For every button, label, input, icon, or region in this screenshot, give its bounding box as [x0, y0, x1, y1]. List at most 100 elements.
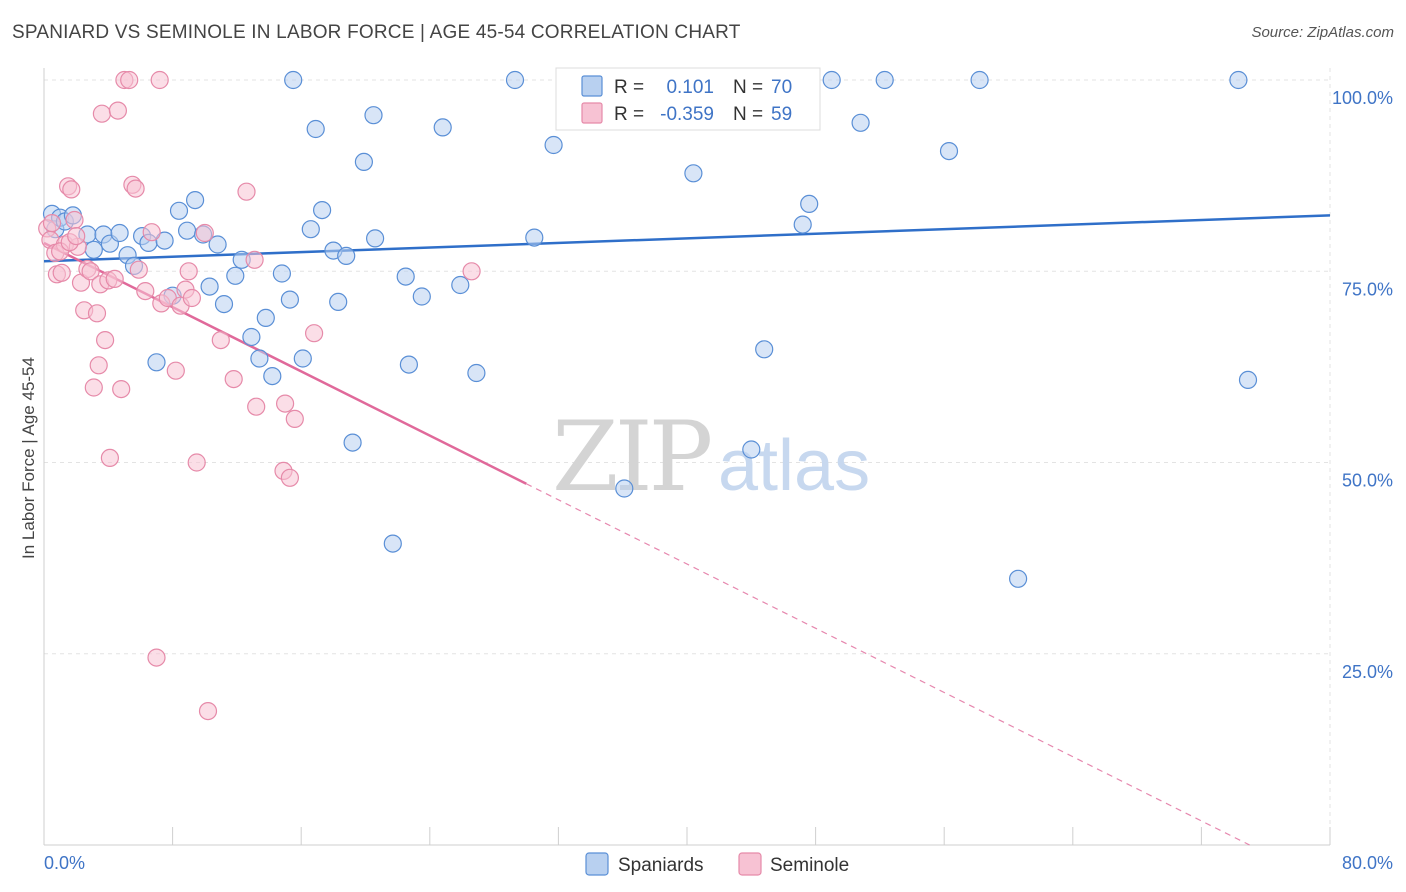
spaniards-point-15: [155, 231, 174, 250]
legend-n-label-1: N =: [733, 77, 763, 98]
legend-r-label-2: R =: [614, 104, 644, 125]
axes: [43, 68, 1331, 846]
seminole-point-40: [182, 288, 201, 308]
seminole-point-50: [276, 394, 295, 413]
seminole-point-28: [126, 179, 145, 198]
seminole-point-46: [237, 182, 256, 201]
seminole-point-21: [100, 448, 120, 467]
seminole-point-45: [224, 370, 243, 389]
legend-r-label-1: R =: [614, 77, 644, 98]
spaniards-point-14: [147, 353, 166, 372]
legend-r-value-2: -0.359: [660, 104, 714, 125]
y-tick-label-0: 25.0%: [1342, 662, 1393, 682]
spaniards-point-33: [293, 349, 312, 368]
series-legend: Spaniards Seminole: [585, 852, 849, 876]
legend-n-value-2: 59: [771, 104, 792, 125]
seminole-point-32: [147, 648, 166, 667]
seminole-point-58: [67, 227, 86, 246]
y-tick-label-2: 75.0%: [1342, 279, 1393, 299]
seminole-point-47: [245, 250, 264, 269]
spaniards-point-47: [412, 287, 431, 306]
spaniards-point-31: [280, 290, 299, 309]
spaniards-point-41: [354, 152, 373, 171]
spaniards-point-17: [169, 201, 189, 220]
spaniards-point-64: [851, 113, 870, 132]
spaniards-point-70: [1238, 370, 1258, 389]
seminole-point-51: [280, 468, 299, 487]
seminole-point-48: [247, 397, 266, 416]
chart-source: Source: ZipAtlas.com: [1251, 24, 1394, 41]
seminole-point-42: [195, 223, 214, 243]
spaniards-point-68: [1008, 569, 1028, 588]
spaniards-point-27: [250, 349, 269, 368]
spaniards-point-39: [337, 246, 356, 265]
seminole-trend-line: [43, 241, 527, 485]
y-axis-label: In Labor Force | Age 45-54: [19, 357, 38, 559]
spaniards-point-28: [256, 308, 275, 327]
spaniards-point-60: [755, 340, 774, 359]
seminole-point-26: [120, 70, 139, 90]
seminole-point-7: [62, 180, 81, 199]
x-tick-label-1: 80.0%: [1342, 853, 1393, 873]
seminole-point-4: [52, 263, 71, 282]
seminole-point-22: [105, 269, 124, 288]
spaniards-point-65: [875, 70, 894, 90]
seminole-point-41: [187, 453, 206, 472]
spaniards-point-61: [793, 215, 812, 234]
legend-n-label-2: N =: [733, 104, 763, 125]
spaniards-point-24: [226, 266, 245, 285]
y-tick-label-1: 50.0%: [1342, 471, 1393, 491]
seminole-point-8: [65, 210, 84, 230]
spaniards-point-35: [306, 119, 325, 139]
legend-n-value-1: 70: [771, 77, 792, 98]
spaniards-point-48: [433, 118, 452, 137]
spaniards-point-55: [615, 479, 634, 498]
spaniards-point-38: [329, 292, 348, 311]
spaniards-point-30: [272, 264, 291, 283]
spaniards-point-18: [178, 221, 197, 240]
spaniards-point-46: [399, 355, 418, 374]
seminole-point-36: [166, 361, 185, 380]
seminole-point-54: [462, 262, 481, 281]
seminole-point-14: [84, 378, 103, 397]
legend-seminole-swatch: [738, 852, 762, 876]
spaniards-point-29: [263, 367, 282, 386]
legend-seminole-label: Seminole: [770, 855, 849, 876]
seminole-point-57: [42, 214, 62, 233]
spaniards-point-66: [939, 142, 959, 161]
spaniards-point-26: [242, 327, 261, 347]
y-tick-label-3: 100.0%: [1332, 88, 1393, 108]
seminole-point-30: [136, 282, 155, 301]
seminole-point-43: [198, 701, 218, 721]
seminole-point-53: [305, 324, 324, 343]
seminole-point-52: [285, 409, 304, 428]
spaniards-point-19: [186, 191, 205, 210]
x-tick-labels: 0.0% 80.0%: [44, 853, 1393, 873]
spaniards-point-44: [383, 534, 402, 553]
spaniards-point-52: [525, 228, 544, 247]
spaniards-point-34: [301, 220, 320, 239]
stats-legend: R = 0.101 N = 70 R = -0.359 N = 59: [555, 67, 821, 131]
spaniards-point-57: [684, 164, 703, 183]
spaniards-point-42: [364, 106, 383, 125]
spaniards-point-51: [505, 70, 525, 90]
watermark-atlas: atlas: [718, 426, 870, 506]
legend-r-value-1: 0.101: [666, 77, 714, 98]
seminole-point-29: [129, 260, 148, 279]
seminole-point-33: [150, 70, 169, 90]
seminole-point-18: [92, 104, 112, 123]
spaniards-swatch: [581, 75, 603, 97]
spaniards-point-32: [284, 70, 303, 90]
spaniards-point-6: [84, 240, 103, 259]
chart-title: SPANIARD VS SEMINOLE IN LABOR FORCE | AG…: [12, 22, 741, 43]
spaniards-point-36: [313, 201, 332, 220]
spaniards-point-45: [396, 267, 415, 286]
spaniards-point-40: [343, 433, 362, 452]
seminole-point-16: [89, 356, 108, 375]
spaniards-point-43: [366, 229, 385, 248]
legend-spaniards-label: Spaniards: [618, 855, 704, 876]
spaniards-point-59: [742, 440, 761, 459]
spaniards-point-50: [467, 363, 486, 383]
x-tick-label-0: 0.0%: [44, 853, 85, 873]
spaniards-point-53: [544, 135, 563, 155]
